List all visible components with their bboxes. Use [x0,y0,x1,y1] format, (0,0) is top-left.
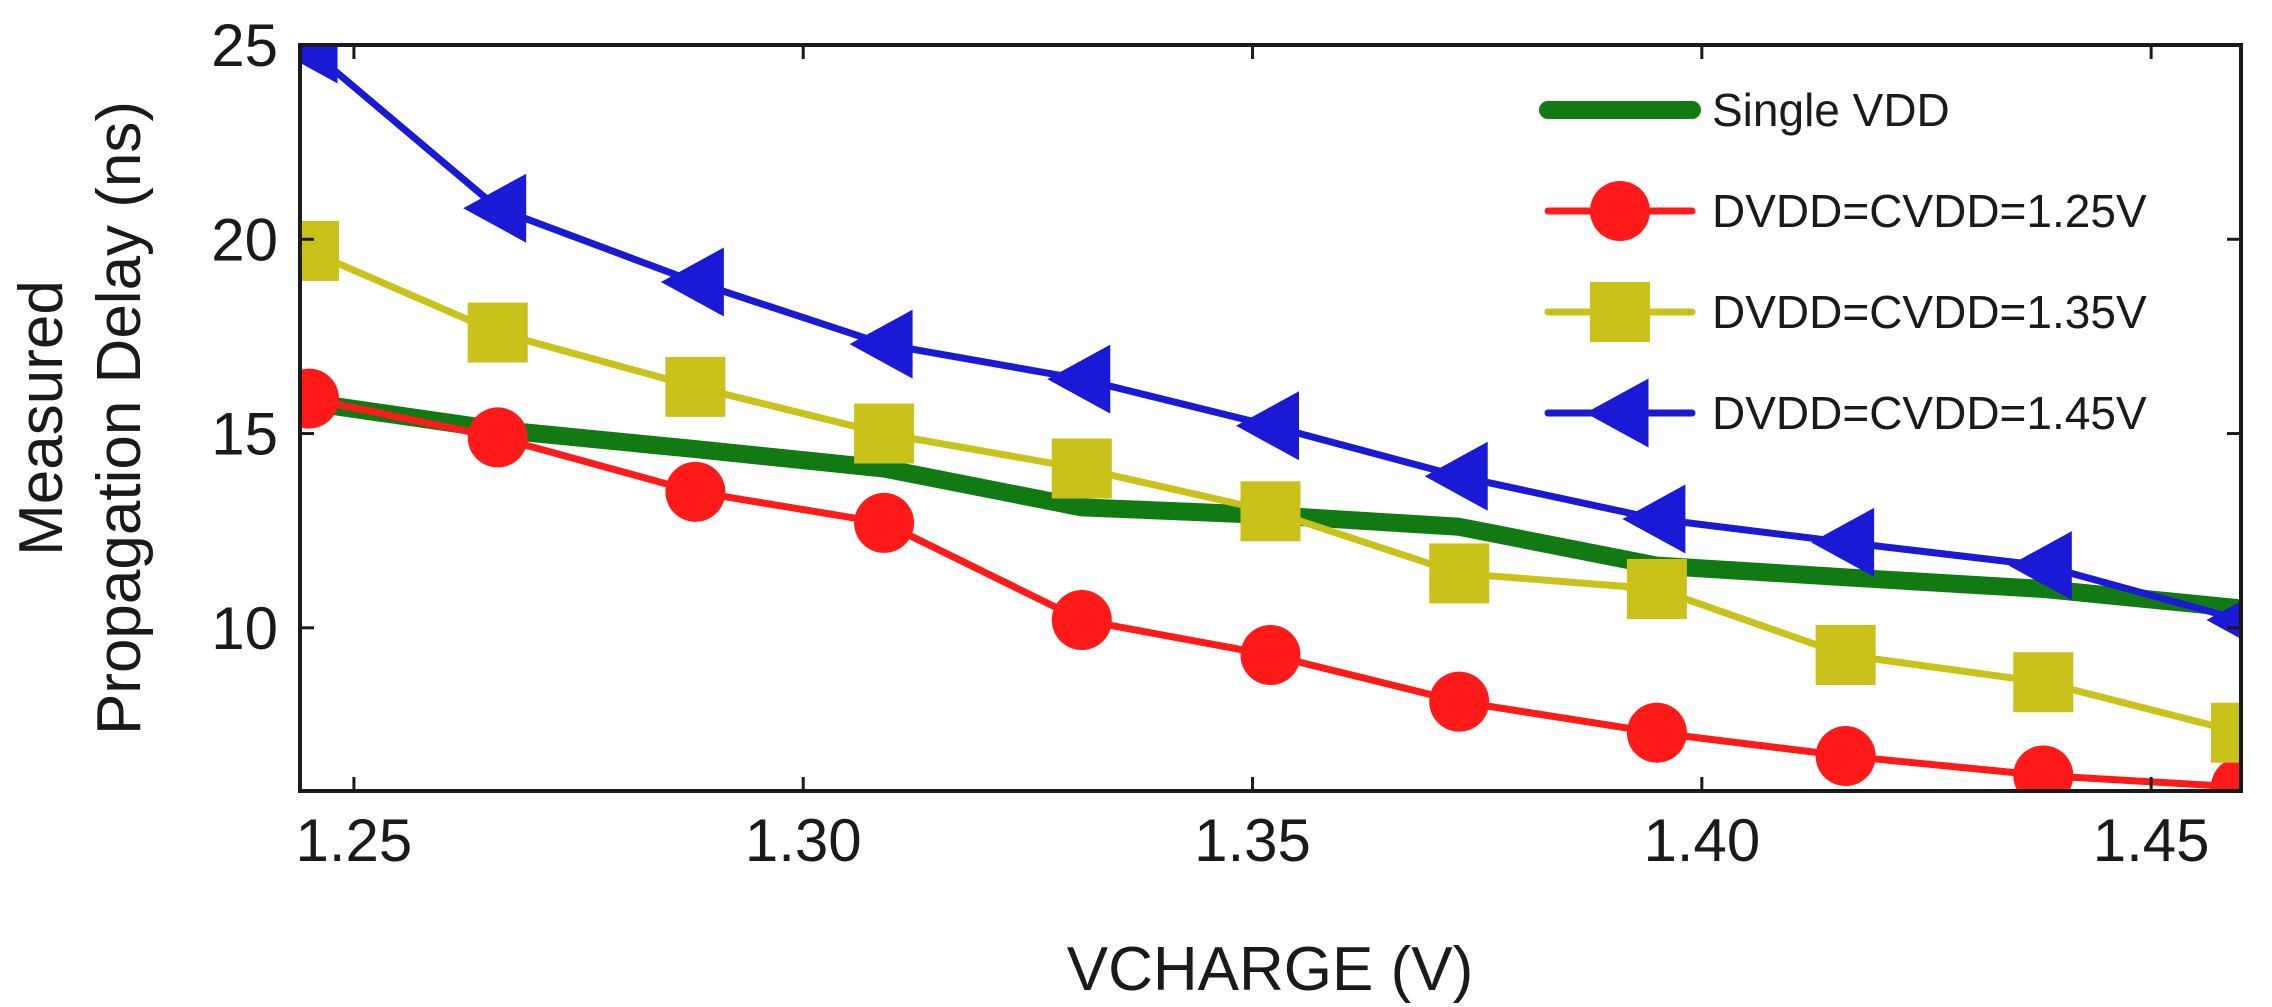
data-point [2211,757,2241,791]
data-point [1236,391,1299,461]
legend-label: DVDD=CVDD=1.45V [1712,387,2147,439]
data-point [1815,625,1876,686]
data-point [2211,702,2241,763]
data-point [854,403,915,464]
data-point [467,407,528,468]
series-3 [300,220,2241,763]
x-tick-label: 1.40 [1643,807,1760,874]
data-point [467,302,528,363]
data-point [1240,625,1301,686]
data-point [1626,702,1687,763]
x-tick-label: 1.35 [1194,807,1311,874]
y-tick-label: 25 [211,12,278,79]
data-point [1240,481,1301,542]
x-tick-label: 1.30 [745,807,862,874]
y-tick-label: 20 [211,206,278,273]
series-line [305,395,2241,791]
x-tick-label: 1.25 [296,807,413,874]
legend-swatch-marker [1590,282,1650,342]
y-axis-title-line1: Measured [7,280,76,556]
data-point [300,368,339,429]
data-point [1047,344,1111,414]
data-point [300,45,338,84]
legend-item: DVDD=CVDD=1.45V [1544,378,2147,448]
series-2 [300,368,2241,791]
plot-frame [298,43,2243,793]
y-axis: 10 15 20 25 [211,12,2241,662]
data-point [463,173,527,243]
x-axis: 1.25 1.30 1.35 1.40 1.45 [296,45,2210,874]
data-point [1429,543,1490,604]
series-layer [300,45,2241,791]
data-point [1811,507,1875,577]
y-tick-label: 10 [211,595,278,662]
data-point [1626,558,1687,619]
data-point [300,220,339,281]
data-point [2013,652,2074,713]
data-point [1051,590,1112,651]
x-tick-label: 1.45 [2093,807,2210,874]
data-point [1622,484,1686,554]
data-point [1051,438,1112,499]
data-point [849,309,913,379]
data-point [2008,531,2072,601]
data-point [1424,441,1488,511]
legend-label: DVDD=CVDD=1.35V [1712,286,2147,338]
data-point [1815,726,1876,787]
data-point [1429,671,1490,732]
data-point [660,247,724,317]
data-point [665,461,726,522]
legend: Single VDD DVDD=CVDD=1.25V DVDD=CVDD=1.35V… [1539,84,2147,448]
legend-item: DVDD=CVDD=1.25V [1544,181,2147,241]
y-tick-label: 15 [211,401,278,468]
series-4 [300,45,2241,639]
legend-item: DVDD=CVDD=1.35V [1544,282,2147,342]
legend-item: Single VDD [1539,84,1950,136]
data-point [2013,745,2074,791]
y-axis-title-line2: Propagation Delay (ns) [85,101,154,735]
data-point [854,492,915,553]
legend-label: DVDD=CVDD=1.25V [1712,185,2147,237]
x-axis-title: VCHARGE (V) [1067,935,1473,1004]
legend-swatch-marker [1585,378,1649,448]
data-point [665,356,726,417]
data-point [2206,601,2241,639]
legend-label: Single VDD [1712,84,1950,136]
legend-swatch-marker [1590,181,1650,241]
